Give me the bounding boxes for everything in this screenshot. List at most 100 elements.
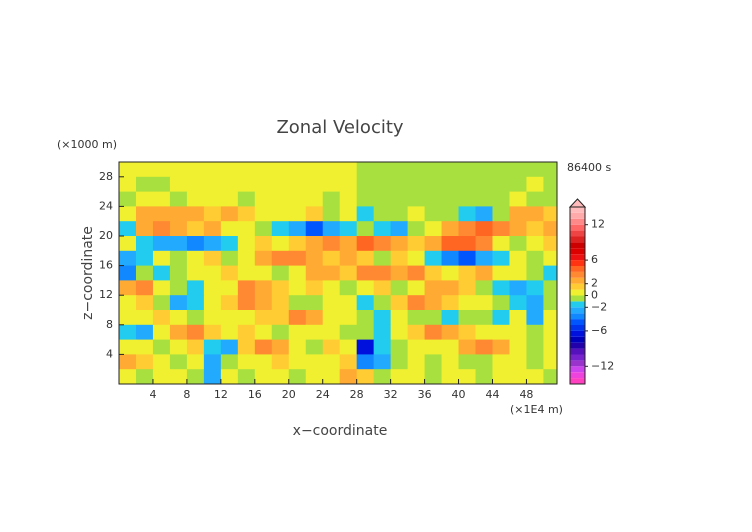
cell	[152, 354, 171, 370]
cell	[237, 265, 256, 281]
x-tick-label: 20	[282, 388, 296, 401]
cell	[407, 250, 426, 267]
cell	[458, 265, 477, 281]
cell	[390, 250, 409, 267]
cell	[373, 265, 392, 281]
cell	[322, 236, 341, 252]
cell	[356, 250, 375, 267]
cell	[407, 236, 426, 252]
cell	[509, 354, 527, 370]
x-unit: (×1E4 m)	[510, 403, 563, 416]
cell	[169, 176, 188, 193]
cell	[543, 265, 557, 281]
colorbar-label: −6	[591, 324, 607, 337]
cell	[390, 162, 409, 178]
cell	[424, 162, 443, 178]
cell	[441, 221, 460, 237]
cell	[526, 324, 544, 341]
cell	[339, 206, 358, 222]
cell	[135, 250, 154, 267]
cell	[424, 176, 443, 193]
cell	[373, 191, 392, 207]
y-tick-label: 16	[99, 259, 113, 272]
cell	[119, 236, 137, 252]
cell	[288, 191, 307, 207]
y-tick-label: 8	[106, 318, 113, 331]
cell	[237, 236, 256, 252]
cell	[271, 236, 290, 252]
cell	[475, 162, 493, 178]
cell	[220, 250, 239, 267]
cell	[322, 206, 341, 222]
y-axis-label: z−coordinate	[80, 226, 96, 320]
cell	[203, 221, 222, 237]
cell	[152, 206, 171, 222]
cell	[220, 280, 239, 296]
colorbar-overflow	[568, 198, 587, 208]
cell	[543, 280, 557, 296]
cell	[390, 369, 409, 384]
cell	[152, 280, 171, 296]
cell	[458, 310, 477, 326]
colorbar-bin	[570, 366, 585, 373]
cell	[475, 369, 493, 384]
cell	[254, 176, 273, 193]
cell	[509, 176, 527, 193]
cell	[237, 369, 256, 384]
cell	[356, 162, 375, 178]
cell	[203, 176, 222, 193]
cell	[356, 324, 375, 341]
cell	[152, 324, 171, 341]
x-tick-label: 40	[452, 388, 466, 401]
cell	[237, 162, 256, 178]
cell	[339, 162, 358, 178]
chart-title: Zonal Velocity	[276, 117, 403, 138]
cell	[458, 324, 477, 341]
cell	[186, 339, 205, 355]
cell	[356, 265, 375, 281]
colorbar-bin	[570, 236, 585, 243]
cell	[271, 250, 290, 267]
cell	[305, 310, 324, 326]
cell	[135, 310, 154, 326]
cell	[458, 236, 477, 252]
cell	[186, 221, 205, 237]
cell	[186, 162, 205, 178]
cell	[492, 221, 510, 237]
cell	[152, 191, 171, 207]
cell	[441, 354, 460, 370]
cell	[373, 221, 392, 237]
cell	[509, 280, 527, 296]
y-tick-label: 12	[99, 288, 113, 301]
cell	[254, 280, 273, 296]
cell	[356, 206, 375, 222]
cell	[526, 280, 544, 296]
cell	[220, 162, 239, 178]
colorbar-bin	[570, 212, 585, 219]
cell	[356, 221, 375, 237]
cell	[373, 354, 392, 370]
cell	[135, 265, 154, 281]
cell	[543, 324, 557, 341]
colorbar-label: 12	[591, 218, 605, 231]
cell	[152, 236, 171, 252]
cell	[373, 162, 392, 178]
cell	[373, 280, 392, 296]
cell	[288, 176, 307, 193]
colorbar-bin	[570, 260, 585, 266]
cell	[458, 176, 477, 193]
cell	[356, 191, 375, 207]
cell	[390, 265, 409, 281]
cell	[254, 250, 273, 267]
cell	[288, 354, 307, 370]
cell	[186, 250, 205, 267]
cell	[390, 324, 409, 341]
cell	[119, 324, 137, 341]
cell	[254, 162, 273, 178]
cell	[390, 206, 409, 222]
cell	[543, 339, 557, 355]
cell	[271, 310, 290, 326]
cell	[169, 191, 188, 207]
cell	[322, 191, 341, 207]
